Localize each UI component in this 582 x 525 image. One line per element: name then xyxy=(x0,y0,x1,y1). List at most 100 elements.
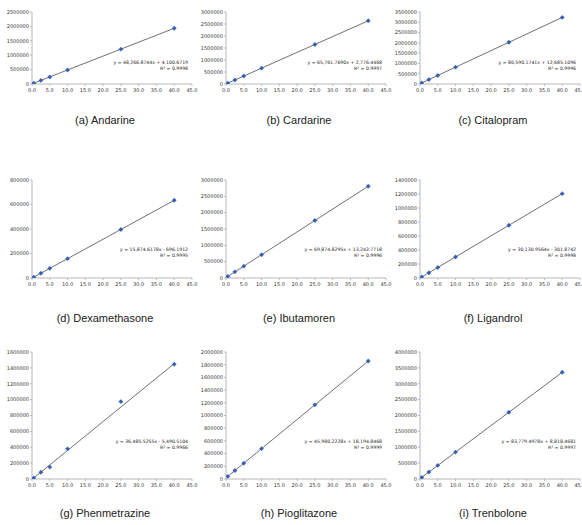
x-tick-label: 45.0 xyxy=(574,482,582,488)
y-tick-label: 1000000 xyxy=(201,57,223,63)
x-tick-label: 5.0 xyxy=(240,87,248,93)
y-tick-label: 400000 xyxy=(10,226,29,232)
trendline xyxy=(228,21,368,83)
x-tick-label: 5.0 xyxy=(46,281,54,287)
x-tick-label: 30.0 xyxy=(521,281,532,287)
y-tick-label: 0 xyxy=(26,81,29,87)
y-tick-label: 400000 xyxy=(204,450,223,456)
x-tick-label: 15.0 xyxy=(274,87,285,93)
y-tick-label: 0 xyxy=(220,81,223,87)
data-point xyxy=(560,191,564,195)
plot-area xyxy=(420,370,564,479)
y-axis xyxy=(32,352,33,479)
x-tick-label: 5.0 xyxy=(240,281,248,287)
x-tick-label: 35.0 xyxy=(345,87,356,93)
data-point xyxy=(242,74,246,78)
x-tick-label: 10.0 xyxy=(450,482,461,488)
x-tick-label: 45.0 xyxy=(186,87,197,93)
y-tick-label: 500000 xyxy=(204,258,223,264)
y-tick-label: 3000000 xyxy=(201,9,223,15)
y-tick-label: 2500000 xyxy=(395,29,417,35)
data-point xyxy=(242,461,246,465)
x-axis xyxy=(226,84,386,85)
caption: (b) Cardarine xyxy=(267,114,332,126)
data-point xyxy=(39,271,43,275)
caption: (h) Pioglitazone xyxy=(261,507,337,519)
y-tick-label: 500000 xyxy=(10,66,29,72)
data-point xyxy=(420,475,424,479)
caption: (f) Ligandrol xyxy=(464,312,523,324)
x-axis xyxy=(420,479,580,480)
x-tick-label: 30.0 xyxy=(327,482,338,488)
x-tick-label: 35.0 xyxy=(539,281,550,287)
x-tick-label: 20.0 xyxy=(98,482,109,488)
trendline xyxy=(422,372,562,477)
y-tick-label: 1800000 xyxy=(201,362,223,368)
y-tick-label: 1500000 xyxy=(201,226,223,232)
x-tick-label: 0.0 xyxy=(222,281,230,287)
y-tick-label: 0 xyxy=(26,275,29,281)
y-axis xyxy=(226,12,227,84)
x-tick-label: 5.0 xyxy=(46,482,54,488)
data-point xyxy=(560,15,564,19)
x-tick-label: 30.0 xyxy=(521,482,532,488)
y-tick-label: 1400000 xyxy=(7,365,29,371)
y-tick-label: 1600000 xyxy=(201,374,223,380)
x-tick-label: 20.0 xyxy=(292,281,303,287)
x-axis xyxy=(32,278,192,279)
x-tick-label: 15.0 xyxy=(80,281,91,287)
data-point xyxy=(32,476,36,479)
x-tick-label: 30.0 xyxy=(133,482,144,488)
y-tick-label: 0 xyxy=(414,476,417,482)
y-tick-label: 1000000 xyxy=(201,412,223,418)
chart-panel: 02000004000006000008000000.05.010.015.02… xyxy=(10,177,198,324)
x-tick-label: 15.0 xyxy=(468,281,479,287)
caption: (e) Ibutamoren xyxy=(263,312,335,324)
chart-panel: 0500000100000015000002000000250000030000… xyxy=(395,349,582,519)
x-tick-label: 20.0 xyxy=(98,281,109,287)
x-tick-label: 35.0 xyxy=(539,482,550,488)
y-tick-label: 1000000 xyxy=(395,60,417,66)
x-tick-label: 5.0 xyxy=(434,281,442,287)
y-axis xyxy=(32,12,33,84)
x-tick-label: 35.0 xyxy=(345,281,356,287)
x-tick-label: 15.0 xyxy=(80,87,91,93)
x-axis xyxy=(226,278,386,279)
x-tick-label: 35.0 xyxy=(151,87,162,93)
x-tick-label: 0.0 xyxy=(416,482,424,488)
y-tick-label: 600000 xyxy=(10,201,29,207)
x-tick-label: 40.0 xyxy=(557,87,568,93)
data-point xyxy=(226,81,230,84)
x-tick-label: 10.0 xyxy=(450,87,461,93)
trendline xyxy=(34,200,174,277)
y-tick-label: 1000000 xyxy=(7,396,29,402)
y-axis xyxy=(226,352,227,479)
data-point xyxy=(233,78,237,82)
data-point xyxy=(48,266,52,270)
y-axis xyxy=(32,180,33,278)
y-tick-label: 2000000 xyxy=(201,349,223,355)
x-tick-label: 0.0 xyxy=(28,482,36,488)
trendline xyxy=(422,194,562,277)
plot-area xyxy=(420,15,564,84)
y-tick-label: 2500000 xyxy=(201,193,223,199)
x-tick-label: 20.0 xyxy=(292,482,303,488)
y-tick-label: 800000 xyxy=(204,425,223,431)
x-tick-label: 20.0 xyxy=(98,87,109,93)
data-point xyxy=(259,66,263,70)
r-squared: R² = 0.9998 xyxy=(160,66,188,71)
y-tick-label: 3500000 xyxy=(395,365,417,371)
data-point xyxy=(233,270,237,274)
x-tick-label: 15.0 xyxy=(468,482,479,488)
equation: y = 69,874.8295x + 13,242.7718 xyxy=(305,247,383,252)
data-point xyxy=(226,274,230,278)
data-point xyxy=(453,450,457,454)
caption: (i) Trenbolone xyxy=(459,507,527,519)
x-tick-label: 40.0 xyxy=(363,87,374,93)
x-tick-label: 15.0 xyxy=(468,87,479,93)
x-tick-label: 10.0 xyxy=(62,87,73,93)
trendline xyxy=(34,364,174,478)
y-tick-label: 1200000 xyxy=(395,191,417,197)
data-point xyxy=(436,73,440,77)
trendline xyxy=(228,186,368,276)
